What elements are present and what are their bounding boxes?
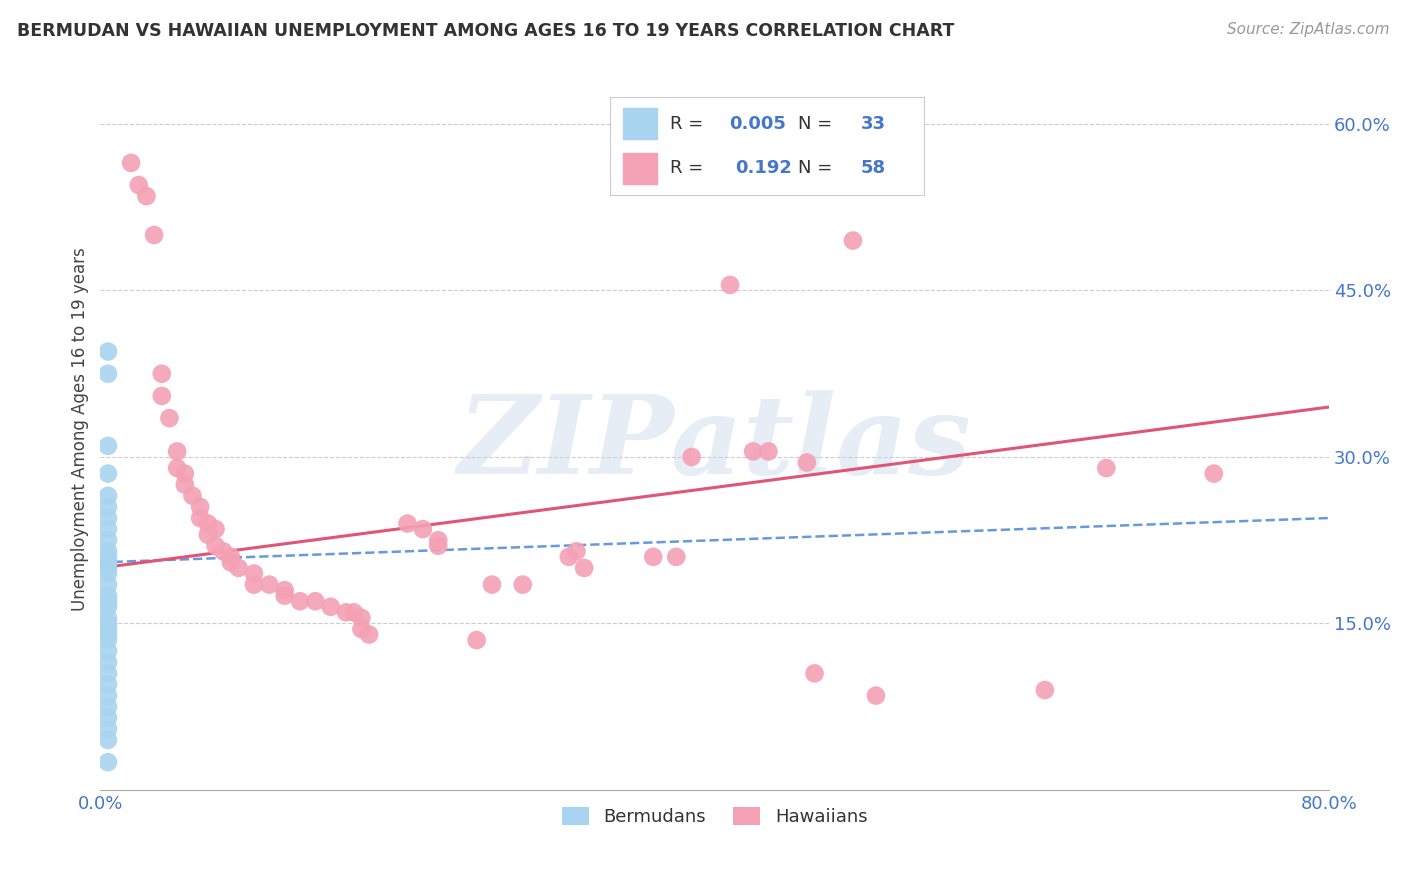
Point (512, 577, 534, 591)
Point (288, 594, 311, 608)
Point (97, 511, 120, 525)
Point (212, 544, 235, 558)
Point (159, 411, 181, 425)
Point (97, 733, 120, 747)
Point (1095, 461, 1118, 475)
Point (273, 589, 295, 603)
Point (97, 666, 120, 681)
Point (197, 527, 219, 541)
Point (243, 577, 266, 591)
Point (350, 622, 373, 636)
Point (427, 539, 450, 553)
Point (643, 549, 665, 564)
Point (565, 544, 588, 558)
Point (1033, 683, 1056, 698)
Y-axis label: Unemployment Among Ages 16 to 19 years: Unemployment Among Ages 16 to 19 years (72, 247, 89, 611)
Point (166, 461, 188, 475)
Point (335, 605, 357, 619)
Point (796, 456, 818, 470)
Legend: Bermudans, Hawaiians: Bermudans, Hawaiians (553, 797, 876, 835)
Point (97, 633, 120, 648)
Point (120, 156, 142, 170)
Point (97, 577, 120, 591)
Point (396, 516, 419, 531)
Point (188, 511, 211, 525)
Point (219, 549, 242, 564)
Point (204, 522, 226, 536)
Point (243, 566, 266, 581)
Point (803, 666, 825, 681)
Point (259, 577, 281, 591)
Point (204, 539, 226, 553)
Point (97, 599, 120, 614)
Point (97, 522, 120, 536)
Point (350, 611, 373, 625)
Point (97, 566, 120, 581)
Text: Source: ZipAtlas.com: Source: ZipAtlas.com (1226, 22, 1389, 37)
Point (97, 549, 120, 564)
Point (97, 677, 120, 691)
Point (742, 444, 765, 458)
Point (97, 367, 120, 381)
Point (97, 561, 120, 575)
Point (97, 500, 120, 514)
Point (558, 549, 581, 564)
Point (97, 644, 120, 658)
Point (219, 555, 242, 569)
Point (97, 489, 120, 503)
Point (481, 577, 503, 591)
Point (173, 477, 195, 491)
Point (197, 516, 219, 531)
Point (465, 633, 488, 648)
Point (97, 589, 120, 603)
Point (97, 616, 120, 631)
Point (97, 711, 120, 725)
Point (97, 467, 120, 481)
Point (97, 689, 120, 703)
Point (665, 549, 688, 564)
Point (173, 467, 195, 481)
Point (97, 555, 120, 569)
Point (135, 189, 157, 203)
Point (166, 444, 188, 458)
Text: ZIPatlas: ZIPatlas (458, 390, 972, 498)
Point (865, 689, 887, 703)
Point (228, 561, 250, 575)
Point (842, 234, 865, 248)
Point (128, 178, 150, 192)
Text: BERMUDAN VS HAWAIIAN UNEMPLOYMENT AMONG AGES 16 TO 19 YEARS CORRELATION CHART: BERMUDAN VS HAWAIIAN UNEMPLOYMENT AMONG … (17, 22, 955, 40)
Point (319, 599, 342, 614)
Point (97, 699, 120, 714)
Point (181, 489, 204, 503)
Point (572, 561, 595, 575)
Point (758, 444, 780, 458)
Point (97, 439, 120, 453)
Point (412, 522, 434, 536)
Point (150, 389, 173, 403)
Point (97, 755, 120, 769)
Point (273, 583, 295, 598)
Point (188, 500, 211, 514)
Point (97, 622, 120, 636)
Point (97, 594, 120, 608)
Point (97, 627, 120, 641)
Point (427, 533, 450, 548)
Point (359, 627, 381, 641)
Point (97, 344, 120, 359)
Point (97, 655, 120, 669)
Point (150, 367, 173, 381)
Point (97, 544, 120, 558)
Point (304, 594, 326, 608)
Point (97, 533, 120, 548)
Point (343, 605, 366, 619)
Point (143, 227, 166, 242)
Point (97, 611, 120, 625)
Point (1202, 467, 1225, 481)
Point (718, 277, 741, 292)
Point (97, 722, 120, 736)
Point (681, 450, 703, 464)
